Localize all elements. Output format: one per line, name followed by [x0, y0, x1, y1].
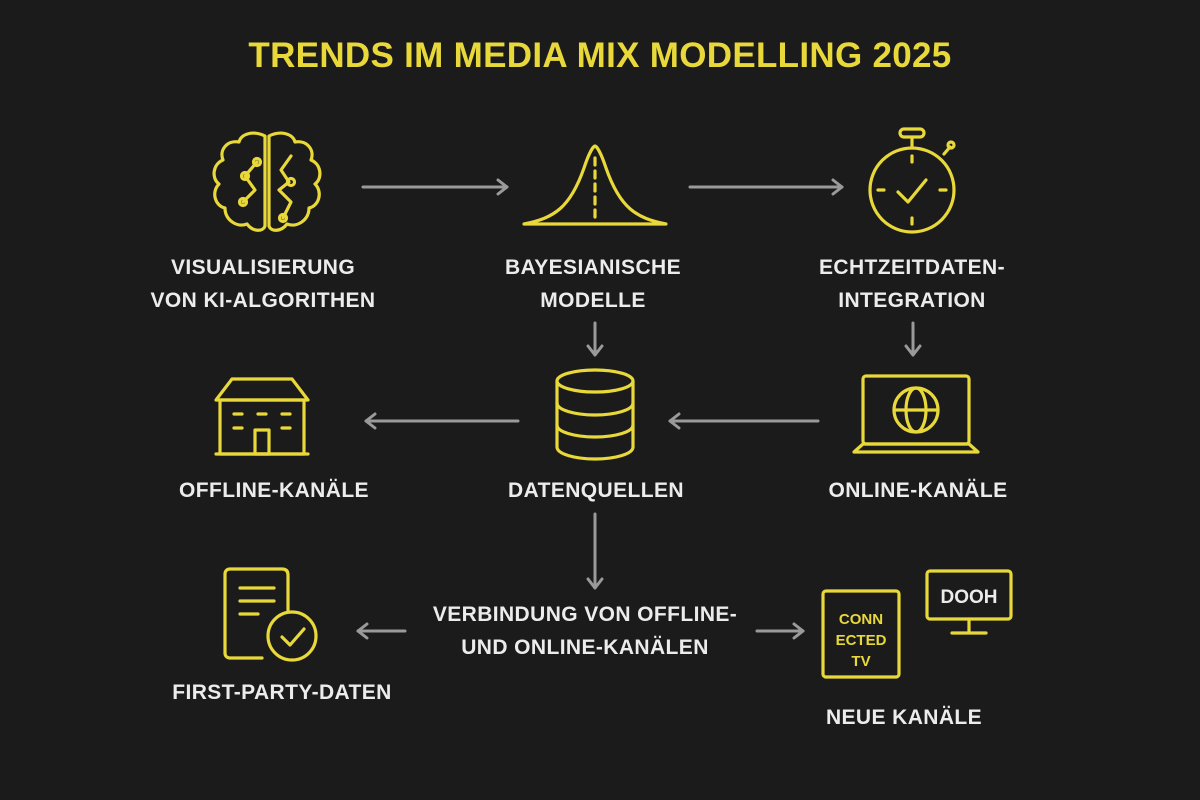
node-label-line1: BAYESIANISCHE	[505, 256, 681, 279]
node-label-line1: DATENQUELLEN	[508, 479, 684, 502]
brain-circuit-icon	[212, 131, 322, 232]
node-label-line2: INTEGRATION	[838, 289, 986, 312]
arrow-verbindung-to-neue	[755, 622, 805, 640]
node-label-line2: VON KI-ALGORITHEN	[150, 289, 376, 312]
bell-curve-icon	[522, 144, 668, 226]
database-icon	[555, 368, 635, 461]
node-label-line2: MODELLE	[540, 289, 646, 312]
arrow-ki-to-bayes	[361, 178, 509, 196]
laptop-globe-icon	[852, 374, 980, 454]
arrow-echtzeit-to-online	[904, 321, 922, 357]
node-label-line1: ONLINE-KANÄLE	[828, 479, 1008, 502]
node-label-line1: VISUALISIERUNG	[170, 256, 356, 279]
diagram-title: TRENDS IM MEDIA MIX MODELLING 2025	[248, 36, 952, 75]
ctv-text-line2: ECTED	[836, 632, 887, 649]
arrow-online-to-datenquellen	[668, 412, 820, 430]
stopwatch-check-icon	[868, 127, 956, 234]
node-label-line1: OFFLINE-KANÄLE	[179, 479, 369, 502]
arrow-verbindung-to-firstparty	[356, 622, 407, 640]
arrow-bayes-to-datenquellen	[586, 321, 604, 357]
building-icon	[214, 377, 310, 456]
node-label-line1: FIRST-PARTY-DATEN	[172, 681, 392, 704]
arrow-bayes-to-echtzeit	[688, 178, 844, 196]
document-check-icon	[223, 567, 318, 662]
arrow-datenquellen-to-verbindung	[586, 512, 604, 590]
ctv-text-line1: CONN	[839, 611, 883, 628]
node-label-line1: NEUE KANÄLE	[825, 706, 983, 729]
dooh-text: DOOH	[941, 587, 998, 608]
connected-tv-dooh-icon: CONN ECTED TV DOOH	[821, 569, 1013, 679]
arrow-datenquellen-to-offline	[364, 412, 520, 430]
ctv-text-line3: TV	[851, 653, 870, 670]
node-label-line1: VERBINDUNG VON OFFLINE-	[432, 603, 738, 626]
node-label-line1: ECHTZEITDATEN-	[818, 256, 1006, 279]
node-label-line2: UND ONLINE-KANÄLEN	[461, 636, 709, 659]
